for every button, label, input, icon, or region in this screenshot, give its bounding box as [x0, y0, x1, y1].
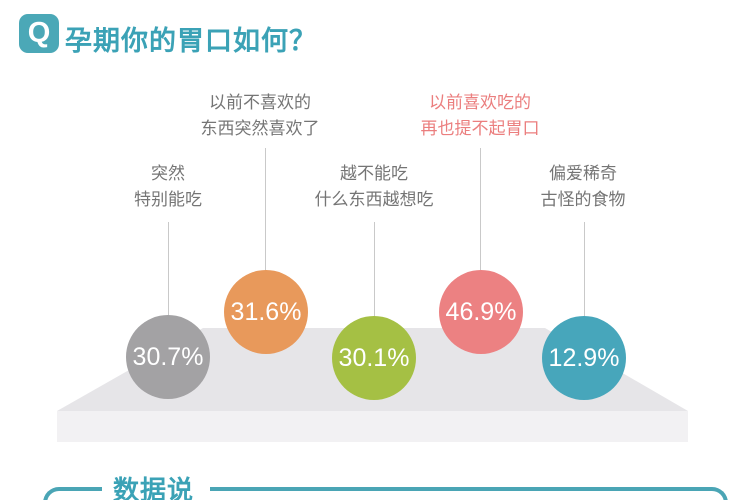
bubble-gray: 30.7% [126, 315, 210, 399]
bubble-label-line: 什么东西越想吃 [314, 190, 434, 209]
percent-value: 31.6% [230, 297, 302, 326]
page-title: 孕期你的胃口如何？ [65, 26, 317, 56]
bubble-label-highlighted: 以前喜欢吃的 再也提不起胃口 [398, 90, 562, 142]
connector-line [168, 222, 169, 316]
bubble-label-line: 再也提不起胃口 [420, 119, 540, 138]
data-section-title: 数据说 [113, 475, 195, 500]
bubble-red: 46.9% [439, 270, 523, 354]
connector-line [374, 222, 375, 317]
bubble-label-line: 东西突然喜欢了 [200, 119, 320, 138]
bubble-green: 30.1% [332, 316, 416, 400]
platform-front-face [57, 411, 688, 442]
connector-line [265, 148, 266, 271]
bubble-label-line: 以前不喜欢的 [209, 93, 311, 112]
bubble-label: 越不能吃 什么东西越想吃 [292, 161, 456, 213]
percent-value: 30.7% [132, 342, 204, 371]
bubble-label: 以前不喜欢的 东西突然喜欢了 [178, 90, 342, 142]
bubble-label: 突然 特别能吃 [86, 161, 250, 213]
bubble-label-line: 突然 [151, 164, 185, 183]
bubble-label-line: 偏爱稀奇 [549, 164, 617, 183]
connector-line [584, 222, 585, 317]
percent-value: 46.9% [445, 297, 517, 326]
bubble-teal: 12.9% [542, 316, 626, 400]
question-badge-icon: Q [19, 14, 59, 53]
bubble-label-line: 古怪的食物 [540, 190, 626, 209]
connector-line [480, 148, 481, 270]
bubble-orange: 31.6% [224, 270, 308, 354]
bubble-label-line: 以前喜欢吃的 [429, 93, 531, 112]
percent-value: 12.9% [548, 343, 620, 372]
percent-value: 30.1% [338, 343, 410, 372]
data-section-border-gap [102, 483, 210, 497]
bubble-label-line: 越不能吃 [340, 164, 408, 183]
bubble-label-line: 特别能吃 [134, 190, 202, 209]
bubble-label: 偏爱稀奇 古怪的食物 [501, 161, 665, 213]
